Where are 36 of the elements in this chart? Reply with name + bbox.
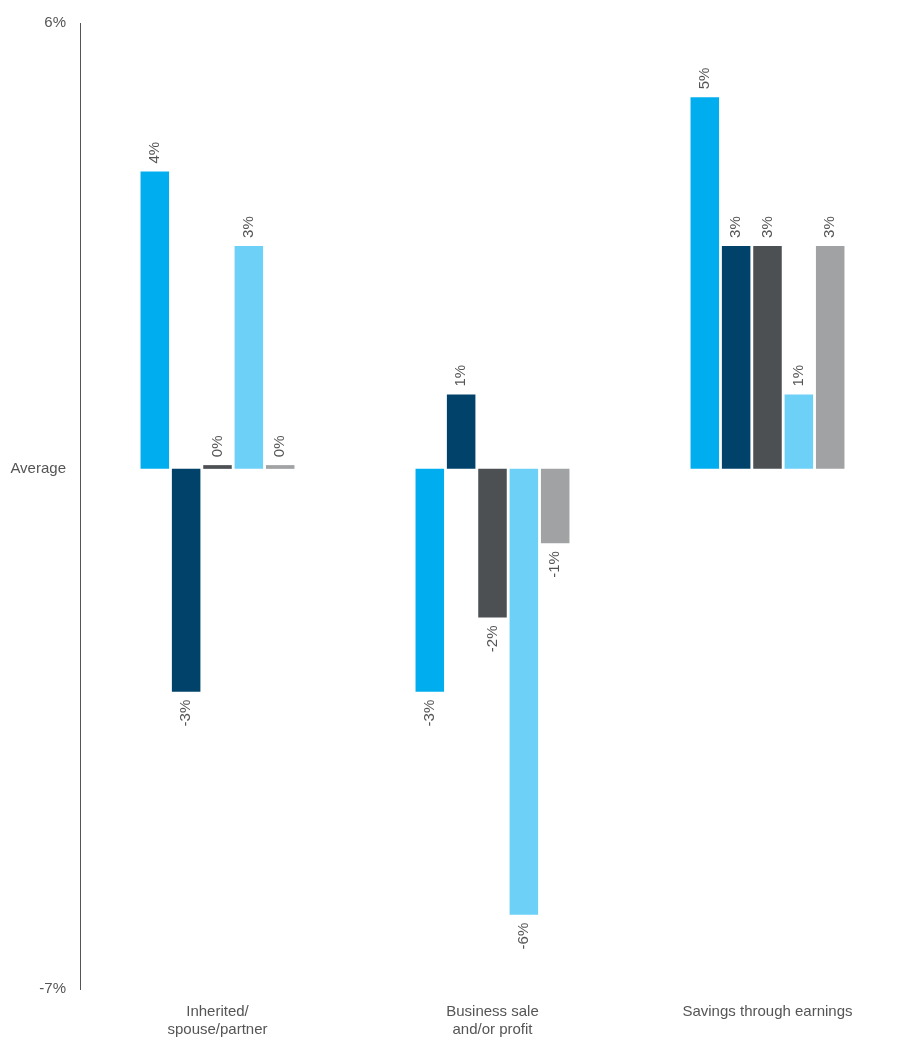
- data-label: 5%: [694, 67, 712, 90]
- data-label: 3%: [820, 216, 838, 238]
- y-tick-label: 6%: [44, 13, 66, 31]
- bar: [478, 468, 507, 618]
- data-label: 4%: [144, 141, 162, 164]
- bar: [540, 468, 570, 544]
- data-label: 1%: [451, 364, 469, 387]
- bar: [171, 468, 201, 692]
- bar: [784, 394, 814, 469]
- bar: [140, 171, 170, 469]
- data-label: -2%: [482, 625, 500, 653]
- x-tick-label: Inherited/ spouse/partner: [167, 1002, 268, 1038]
- y-tick-label: -7%: [39, 979, 66, 997]
- data-label: 0%: [207, 435, 225, 458]
- data-label: -6%: [513, 922, 531, 950]
- bar: [690, 97, 720, 469]
- bar: [265, 465, 295, 469]
- data-label: 3%: [238, 216, 256, 238]
- data-label: -3%: [176, 699, 194, 727]
- x-tick-label: Savings through earnings: [682, 1002, 853, 1020]
- bar: [815, 245, 845, 469]
- data-label: -3%: [419, 699, 437, 727]
- y-tick-label: Average: [10, 458, 66, 476]
- bar: [203, 465, 232, 469]
- data-label: 0%: [270, 435, 288, 458]
- bar: [753, 245, 782, 469]
- bar: [509, 468, 539, 915]
- x-tick-label: Business sale and/or profit: [446, 1002, 539, 1038]
- data-label: 3%: [726, 216, 744, 238]
- bar: [234, 245, 264, 469]
- data-label: 3%: [757, 216, 775, 238]
- data-label: -1%: [545, 551, 563, 578]
- bar: [415, 468, 445, 692]
- bar: [721, 245, 751, 469]
- bar: [446, 394, 476, 469]
- data-label: 1%: [788, 364, 806, 387]
